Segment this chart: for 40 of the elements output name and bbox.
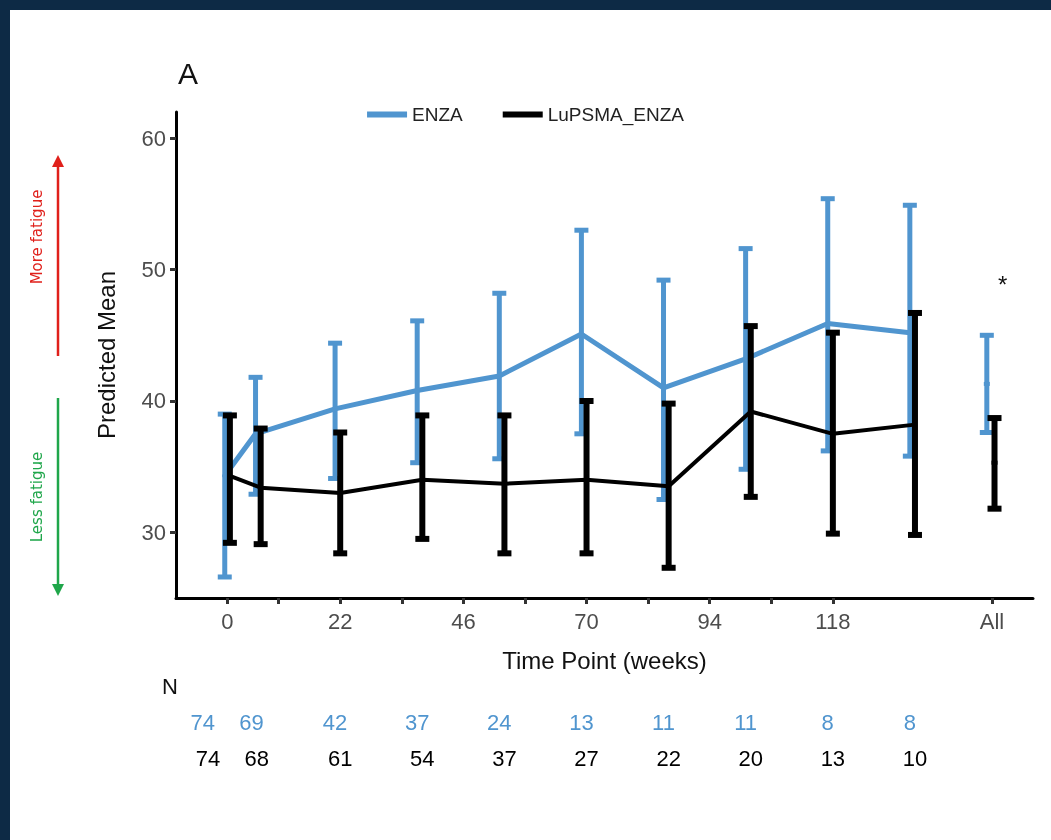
text: A [178,56,199,90]
x-tick-label: 70 [574,608,599,634]
text: 37 [492,745,517,771]
text: 37 [404,709,430,735]
text: 10 [902,745,928,771]
text: 8 [903,709,916,735]
y-axis-title: Predicted Mean [92,270,120,440]
text: 13 [820,745,846,771]
text: 74 [190,709,215,735]
y-tick-label: 40 [141,388,166,414]
text: 42 [322,709,348,735]
x-axis-title: Time Point (weeks) [502,646,707,674]
text: 69 [239,709,264,735]
x-tick-label: 118 [815,608,851,634]
x-tick-label: 0 [221,608,234,634]
x-tick-label: All [979,608,1005,634]
x-tick-label: 94 [697,608,722,634]
text: 8 [821,709,834,735]
x-tick-label: 46 [451,608,476,634]
text: 68 [244,745,269,771]
text: More fatigue [27,189,46,285]
y-tick-label: 60 [141,125,166,151]
annotation: * [998,270,1008,298]
text: 61 [327,745,353,771]
text: 74 [195,745,221,771]
text: 11 [652,709,675,735]
y-tick-label: 50 [141,257,166,283]
text: 24 [487,709,512,735]
text: 13 [569,709,594,735]
text: 20 [738,745,763,771]
text: 27 [574,745,599,771]
legend-label: ENZA [412,104,464,125]
y-tick-label: 30 [141,519,166,545]
text: Less fatigue [27,451,46,543]
text: 22 [656,745,681,771]
text: 54 [410,745,435,771]
text: 11 [734,709,758,735]
text: N [162,673,178,699]
x-tick-label: 22 [327,608,353,634]
legend-label: LuPSMA_ENZA [547,104,685,126]
